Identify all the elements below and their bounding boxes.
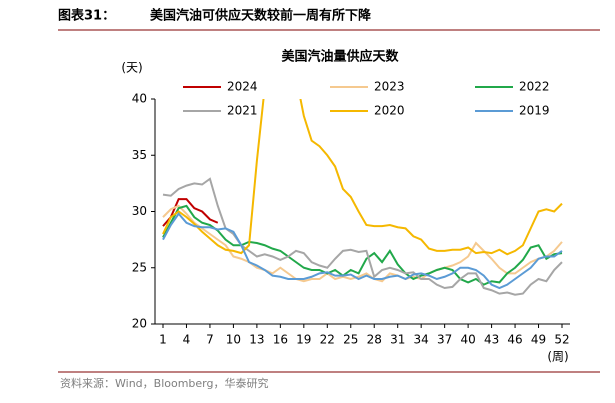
y-tick-label: 30 [132,204,147,218]
x-tick-label: 16 [273,333,288,347]
line-series [162,204,563,286]
x-tick-label: 22 [320,333,335,347]
line-series [162,198,219,227]
legend-label: 2019 [519,104,550,118]
x-unit: (周) [547,350,568,364]
source: 资料来源：Wind，Bloomberg，华泰研究 [60,376,268,390]
legend-label: 2021 [227,104,258,118]
x-tick-label: 10 [226,333,241,347]
y-tick-label: 40 [132,92,147,106]
x-tick-label: 49 [531,333,546,347]
x-tick-label: 31 [390,333,405,347]
header-title: 美国汽油可供应天数较前一周有所下降 [150,8,372,24]
line-series [162,99,563,256]
line-series [162,177,563,296]
x-tick-label: 7 [206,333,214,347]
x-tick-label: 52 [554,333,569,347]
legend-label: 2020 [374,104,405,118]
x-tick-label: 25 [343,333,358,347]
x-tick-label: 46 [507,333,522,347]
line-series [162,212,563,290]
legend-label: 2024 [227,80,258,94]
x-tick-label: 19 [296,333,311,347]
y-tick-label: 35 [132,148,147,162]
y-unit: (天) [121,61,142,75]
x-tick-label: 37 [437,333,452,347]
x-tick-label: 43 [484,333,499,347]
x-tick-label: 1 [159,333,167,347]
x-tick-label: 13 [249,333,264,347]
y-tick-label: 20 [132,317,147,331]
legend-label: 2022 [519,80,550,94]
x-tick-label: 40 [460,333,475,347]
y-tick-label: 25 [132,260,147,274]
x-tick-label: 28 [367,333,382,347]
x-tick-label: 34 [414,333,429,347]
x-tick-label: 4 [183,333,191,347]
header-label: 图表31： [58,8,115,24]
chart-title: 美国汽油量供应天数 [281,49,399,65]
legend-label: 2023 [374,80,405,94]
